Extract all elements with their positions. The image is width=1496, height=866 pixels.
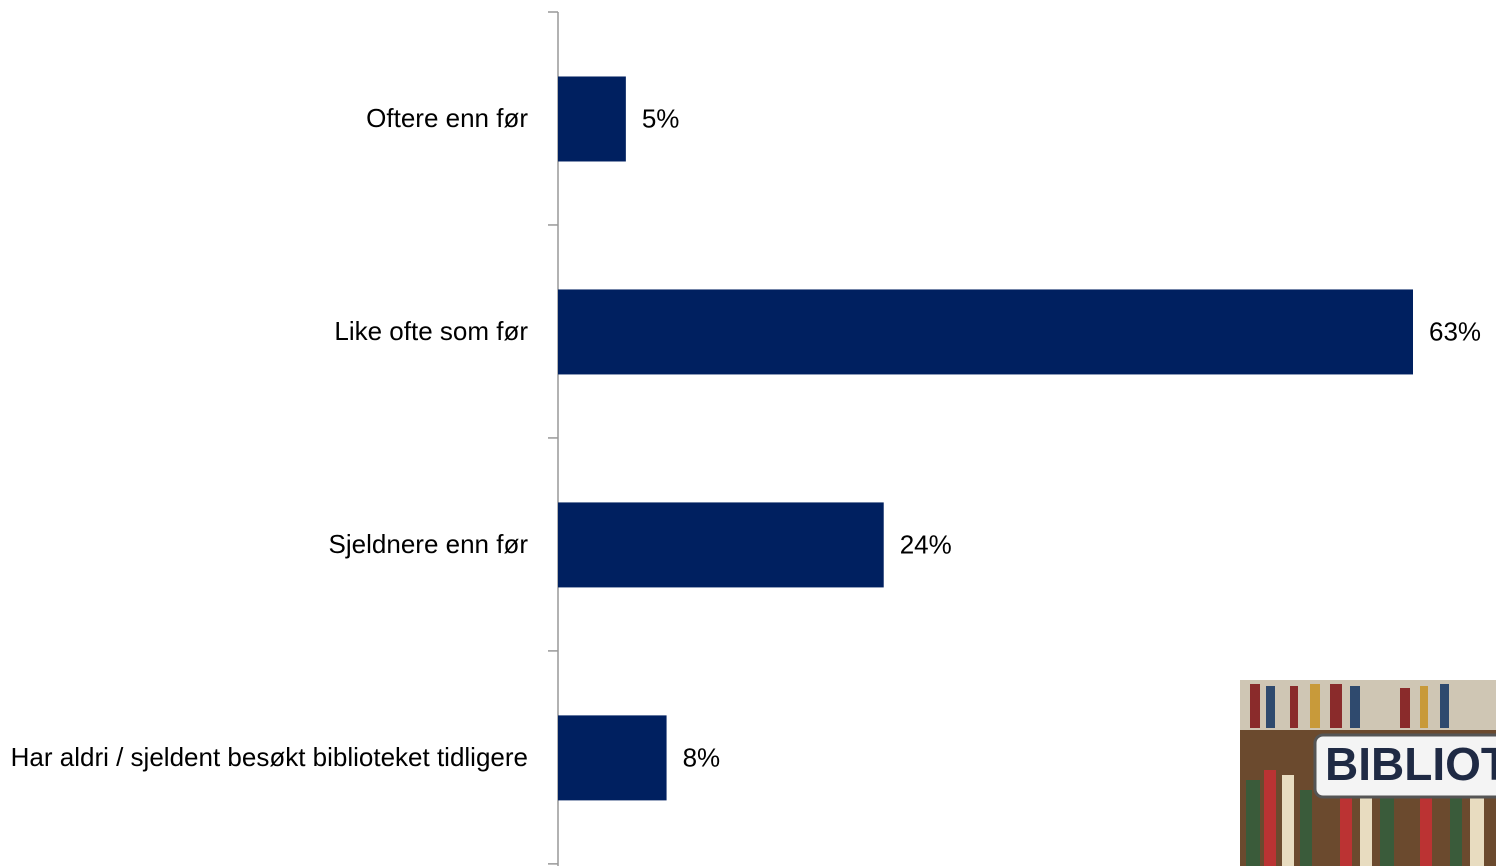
bar (558, 289, 1413, 375)
category-label: Sjeldnere enn før (0, 494, 528, 594)
category-label: Like ofte som før (0, 281, 528, 381)
bar (558, 76, 626, 162)
category-label: Oftere enn før (0, 68, 528, 168)
library-photo: BIBLIOT (1240, 680, 1496, 866)
category-text: Sjeldnere enn før (328, 528, 528, 559)
value-label: 5% (642, 103, 680, 133)
photo-text: BIBLIOT (1325, 738, 1496, 790)
bar (558, 715, 667, 801)
value-label: 8% (683, 742, 721, 772)
category-text: Like ofte som før (334, 315, 528, 346)
category-text: Har aldri / sjeldent besøkt biblioteket … (10, 741, 528, 772)
value-label: 63% (1429, 316, 1481, 346)
category-text: Oftere enn før (366, 102, 528, 133)
value-label: 24% (900, 529, 952, 559)
bar (558, 502, 884, 588)
category-label: Har aldri / sjeldent besøkt biblioteket … (0, 707, 528, 807)
